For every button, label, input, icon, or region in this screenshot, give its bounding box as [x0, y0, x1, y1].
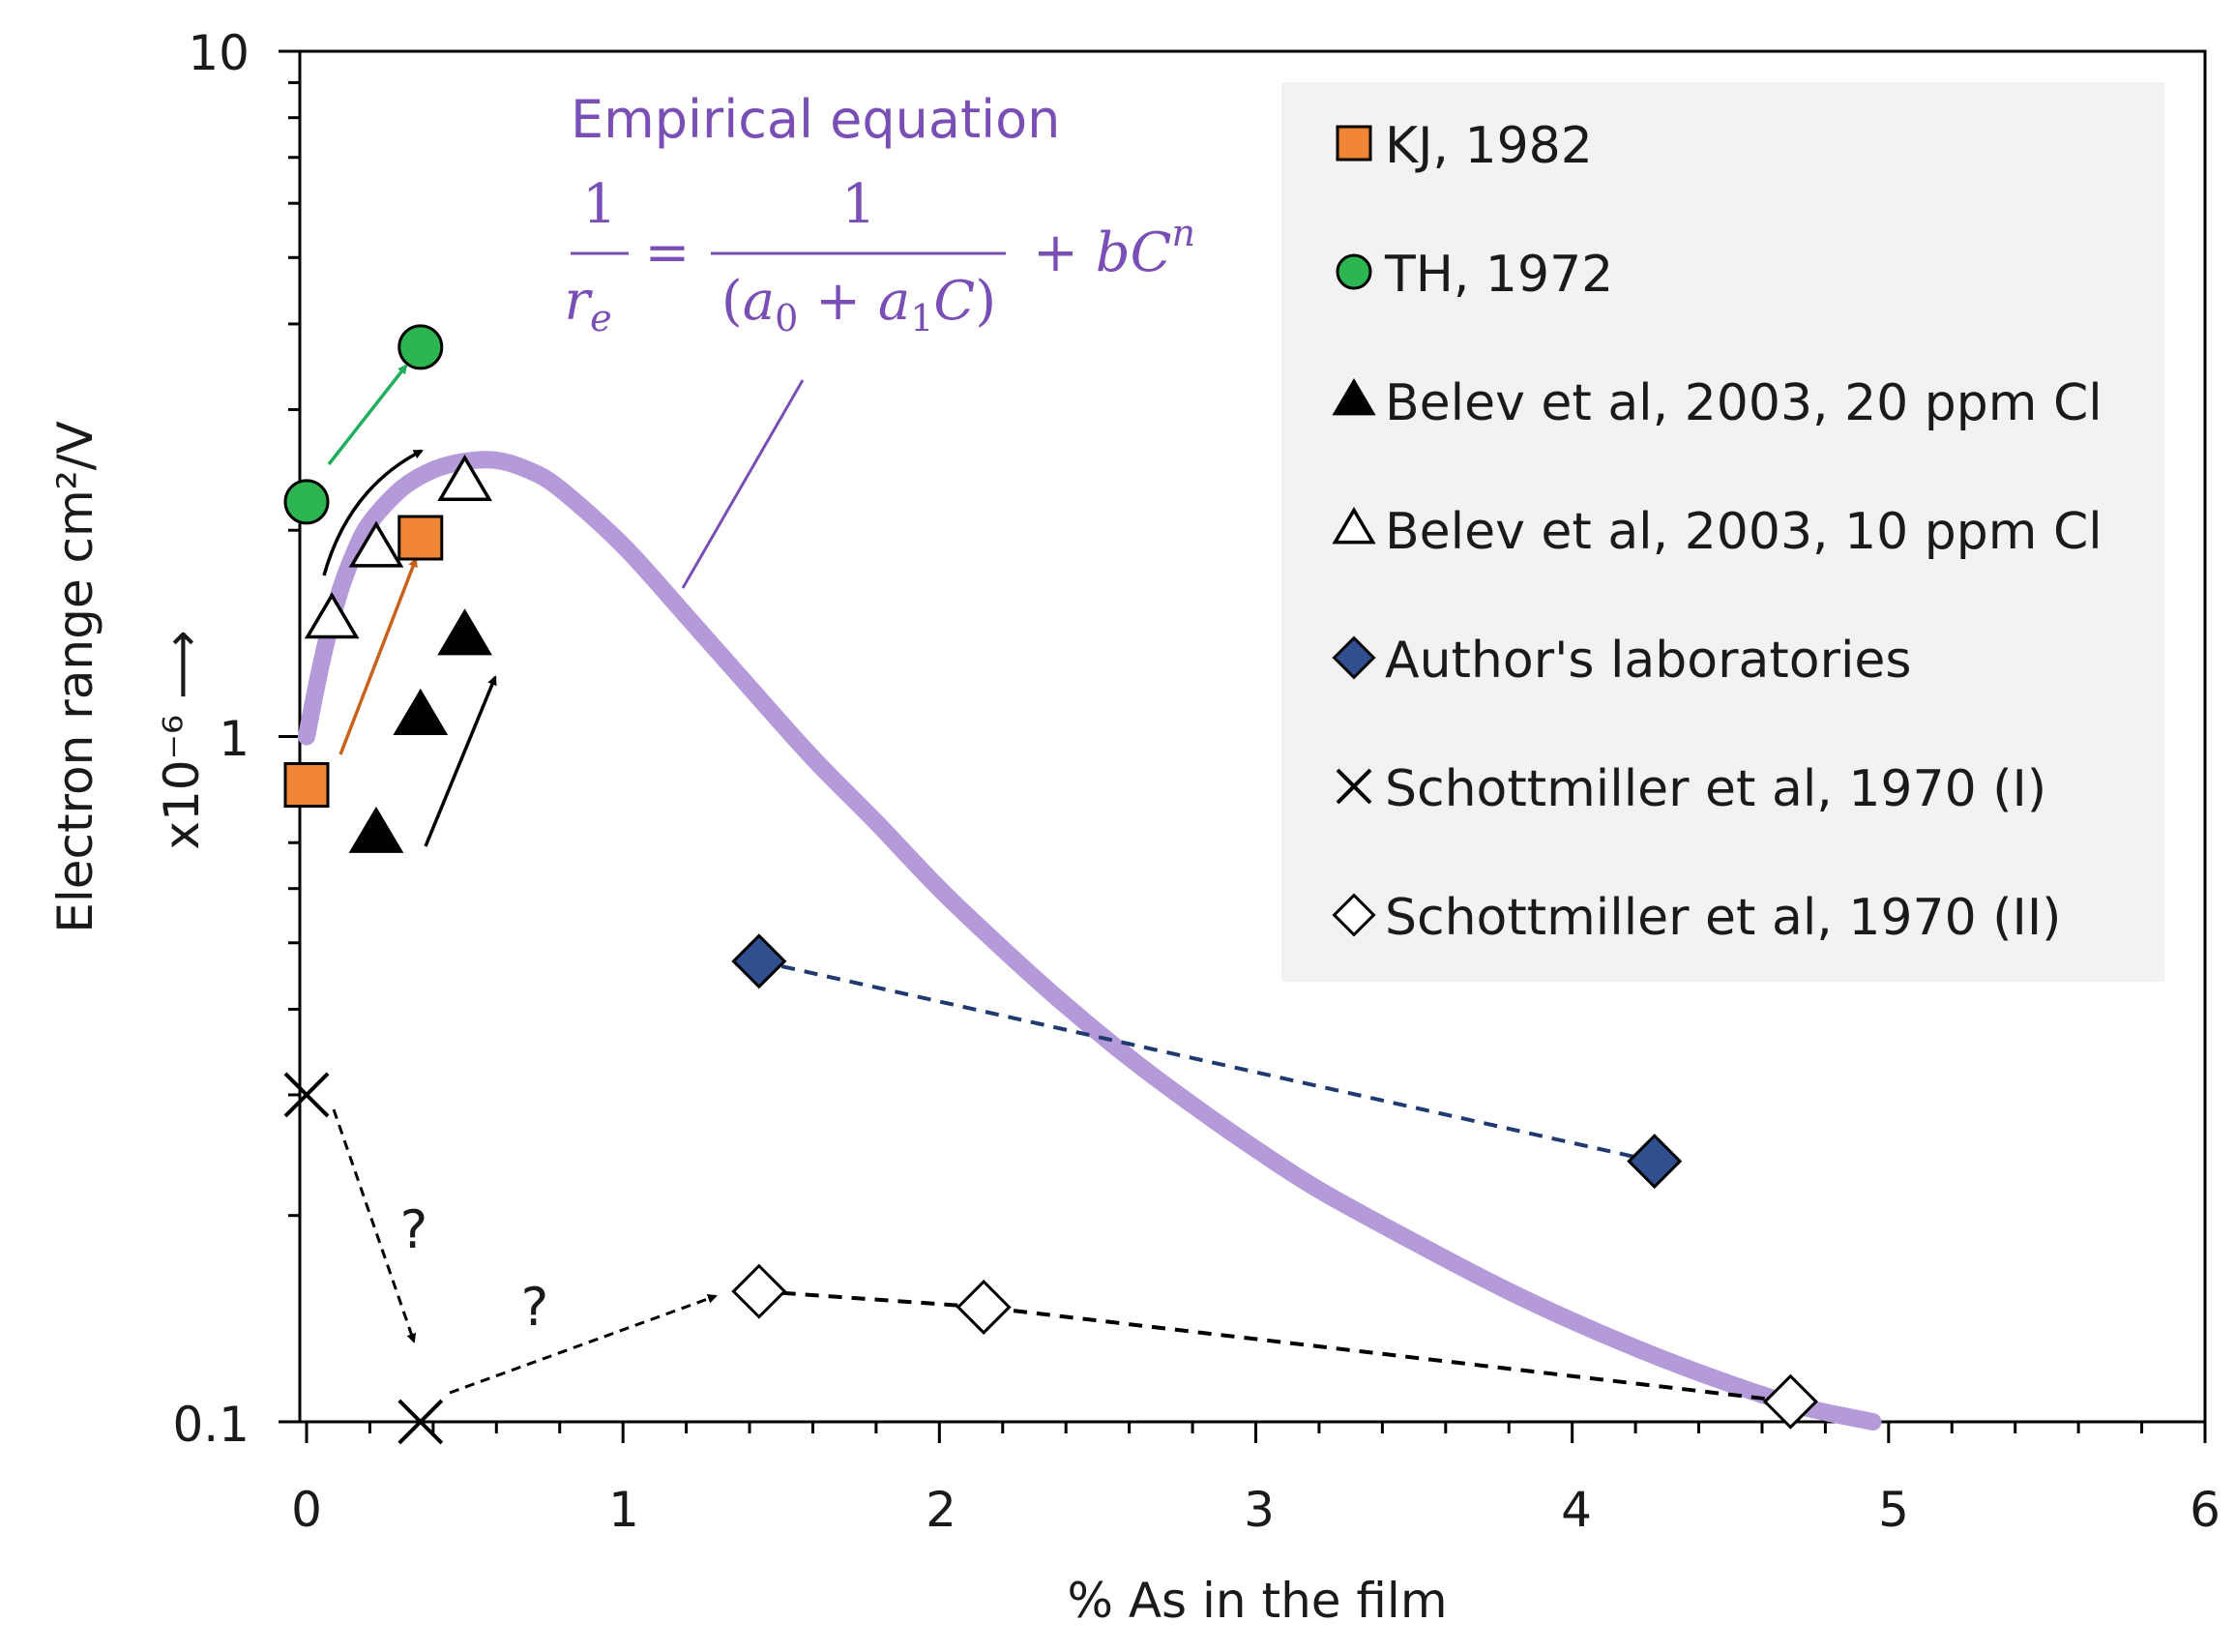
question-mark: ?	[400, 1199, 428, 1260]
data-point	[397, 515, 444, 561]
legend-marker	[1332, 635, 1376, 680]
data-point	[437, 608, 492, 656]
equation-title: Empirical equation	[571, 89, 1060, 150]
series-dashed-line	[758, 1289, 1791, 1404]
legend-label: KJ, 1982	[1385, 117, 1593, 175]
data-point	[397, 324, 444, 370]
svg-text:+ bCn: + bCn	[1033, 212, 1195, 284]
arrow-th	[327, 364, 408, 466]
svg-text:1: 1	[582, 173, 617, 236]
data-point	[348, 806, 404, 853]
data-point	[283, 1072, 330, 1118]
data-point	[437, 454, 492, 501]
x-tick-label: 1	[608, 1482, 639, 1538]
data-point	[731, 1263, 787, 1319]
y-tick-label: 1	[219, 711, 250, 767]
legend-label: TH, 1972	[1384, 246, 1613, 304]
x-tick-label: 2	[926, 1482, 956, 1538]
x-axis-title: % As in the film	[1067, 1573, 1447, 1629]
x-tick-label: 6	[2190, 1482, 2220, 1538]
data-point	[956, 1279, 1012, 1335]
svg-text:1: 1	[841, 173, 876, 236]
arrow-schott-down	[332, 1108, 417, 1343]
legend-label: Author's laboratories	[1385, 632, 1911, 690]
arrow-belev-10	[322, 449, 424, 576]
data-point	[283, 762, 330, 809]
y-tick-label: 10	[188, 25, 250, 81]
x-tick-label: 3	[1244, 1482, 1275, 1538]
legend-marker	[1332, 893, 1376, 937]
svg-text:=: =	[645, 221, 691, 284]
legend-marker	[1332, 378, 1376, 416]
empirical-curve	[298, 451, 1882, 1431]
x-tick-label: 5	[1878, 1482, 1909, 1538]
legend-label: Schottmiller et al, 1970 (II)	[1385, 889, 2061, 947]
arrow-kj	[338, 557, 418, 755]
arrow-schott-up	[449, 1294, 718, 1395]
svg-text:(a0 + a1C): (a0 + a1C)	[721, 270, 996, 339]
legend-box	[1281, 82, 2164, 982]
legend-marker	[1336, 125, 1372, 162]
question-mark: ?	[521, 1277, 549, 1338]
y-axis-title: Electron range cm²/V	[47, 421, 103, 933]
data-point	[393, 688, 449, 736]
legend-marker	[1336, 768, 1372, 805]
legend-label: Schottmiller et al, 1970 (I)	[1385, 760, 2046, 818]
legend-label: Belev et al, 2003, 20 ppm Cl	[1385, 374, 2103, 432]
equation-leader-line	[681, 379, 805, 589]
legend-marker	[1336, 253, 1372, 290]
data-point	[731, 933, 787, 989]
y-axis-scale-label: x10⁻⁶ ⟶	[154, 630, 210, 849]
annotation-arrows	[322, 364, 718, 1395]
data-point	[348, 520, 404, 568]
data-point	[304, 592, 360, 639]
data-point	[1762, 1373, 1818, 1430]
legend-label: Belev et al, 2003, 10 ppm Cl	[1385, 503, 2103, 561]
data-point	[397, 1399, 444, 1445]
x-tick-label: 0	[291, 1482, 322, 1538]
data-point	[283, 479, 330, 525]
data-point	[1627, 1134, 1683, 1190]
y-tick-label: 0.1	[172, 1397, 250, 1453]
equation: 1 re = 1 (a0 + a1C) + bCn	[564, 173, 1195, 339]
x-tick-label: 4	[1561, 1482, 1592, 1538]
legend-marker	[1332, 507, 1376, 545]
arrow-belev-20	[424, 675, 497, 847]
